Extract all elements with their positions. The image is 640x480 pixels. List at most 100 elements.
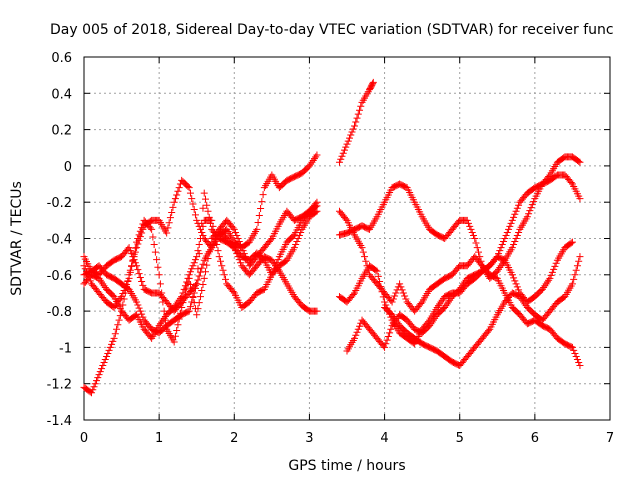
data-point bbox=[113, 325, 121, 333]
data-point bbox=[173, 326, 181, 334]
x-tick-label: 1 bbox=[155, 431, 163, 446]
data-point bbox=[190, 259, 198, 267]
data-point bbox=[313, 198, 321, 206]
data-point bbox=[396, 280, 404, 288]
data-point bbox=[459, 280, 467, 288]
data-point bbox=[181, 289, 189, 297]
data-point bbox=[206, 241, 214, 249]
data-point bbox=[351, 334, 359, 342]
data-point bbox=[169, 203, 177, 211]
data-point bbox=[88, 389, 96, 397]
data-point bbox=[200, 274, 208, 282]
data-point bbox=[193, 216, 201, 224]
data-point bbox=[310, 155, 318, 163]
data-point bbox=[175, 296, 183, 304]
data-point bbox=[161, 316, 169, 324]
data-point bbox=[313, 207, 321, 215]
y-axis: -1.4 -1.2 -1 -0.8 -0.6 -0.4 -0.2 0 0.2 0.4 0.6 bbox=[47, 51, 610, 429]
data-point bbox=[308, 158, 316, 166]
data-point bbox=[506, 222, 514, 230]
data-point bbox=[551, 262, 559, 270]
data-point bbox=[546, 274, 554, 282]
data-point bbox=[541, 282, 549, 290]
series-track-k bbox=[381, 253, 584, 370]
data-point bbox=[166, 214, 174, 222]
data-point bbox=[338, 152, 346, 160]
data-point bbox=[523, 213, 531, 221]
data-point bbox=[469, 231, 477, 239]
data-point bbox=[356, 322, 364, 330]
data-point bbox=[511, 238, 519, 246]
data-point bbox=[540, 284, 548, 292]
data-point bbox=[156, 280, 164, 288]
y-tick-label: 0.6 bbox=[51, 51, 72, 66]
data-point bbox=[186, 303, 194, 311]
data-point bbox=[572, 266, 580, 274]
data-point bbox=[472, 239, 480, 247]
data-point bbox=[545, 276, 553, 284]
data-point bbox=[116, 294, 124, 302]
data-point bbox=[174, 187, 182, 195]
data-point bbox=[433, 303, 441, 311]
data-point bbox=[185, 274, 193, 282]
data-point bbox=[80, 262, 88, 270]
data-point bbox=[136, 227, 144, 235]
data-point bbox=[133, 298, 141, 306]
data-point bbox=[512, 235, 520, 242]
data-point bbox=[91, 380, 99, 388]
data-point bbox=[552, 259, 560, 267]
data-point bbox=[525, 210, 533, 218]
data-point bbox=[376, 277, 384, 285]
data-point bbox=[508, 216, 516, 224]
data-point bbox=[335, 158, 343, 166]
data-point bbox=[458, 282, 466, 290]
x-tick-label: 4 bbox=[380, 431, 388, 446]
data-point bbox=[568, 238, 576, 246]
data-point bbox=[176, 294, 184, 302]
data-point bbox=[125, 274, 133, 282]
data-point bbox=[188, 298, 196, 306]
data-point bbox=[467, 225, 475, 233]
data-point bbox=[352, 331, 360, 339]
data-point bbox=[180, 294, 188, 302]
data-point bbox=[456, 285, 464, 293]
data-point bbox=[113, 300, 121, 308]
data-point bbox=[354, 110, 362, 118]
data-point bbox=[184, 182, 192, 190]
data-point bbox=[200, 189, 208, 197]
data-point bbox=[160, 314, 168, 322]
data-point bbox=[575, 257, 583, 265]
data-point bbox=[353, 328, 361, 336]
data-point bbox=[103, 352, 111, 360]
y-tick-label: -1 bbox=[59, 341, 72, 356]
data-point bbox=[576, 253, 584, 261]
data-point bbox=[138, 277, 146, 285]
data-point bbox=[337, 155, 345, 163]
x-axis: 0 1 2 3 4 5 6 7 bbox=[80, 57, 614, 446]
data-point bbox=[171, 302, 179, 310]
data-point bbox=[357, 102, 365, 110]
data-point bbox=[576, 158, 584, 166]
data-point bbox=[402, 295, 410, 303]
data-point bbox=[128, 262, 136, 270]
data-point bbox=[269, 258, 277, 266]
data-point bbox=[576, 195, 584, 203]
data-point bbox=[398, 286, 406, 294]
data-point bbox=[191, 211, 199, 219]
data-point bbox=[220, 271, 228, 279]
x-tick-label: 2 bbox=[230, 431, 238, 446]
data-point bbox=[378, 288, 386, 296]
y-tick-label: -0.8 bbox=[47, 305, 72, 320]
data-point bbox=[164, 224, 172, 232]
data-point bbox=[429, 316, 437, 324]
data-point bbox=[510, 213, 518, 221]
data-point bbox=[351, 122, 359, 130]
series-track-d bbox=[80, 198, 321, 346]
data-point bbox=[130, 250, 138, 258]
data-point bbox=[253, 225, 261, 233]
data-point bbox=[114, 298, 122, 306]
data-point bbox=[237, 241, 245, 249]
data-point bbox=[510, 241, 518, 249]
data-point bbox=[196, 235, 204, 242]
data-point bbox=[518, 296, 526, 304]
